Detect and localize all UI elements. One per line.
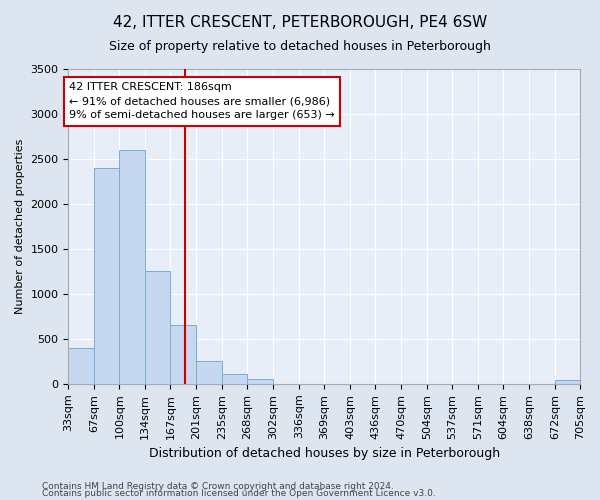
Bar [119,150,145,384]
Bar [68,348,94,384]
Text: 42, ITTER CRESCENT, PETERBOROUGH, PE4 6SW: 42, ITTER CRESCENT, PETERBOROUGH, PE4 6S… [113,15,487,30]
Bar [170,326,196,384]
Bar [94,168,119,384]
Text: 42 ITTER CRESCENT: 186sqm
← 91% of detached houses are smaller (6,986)
9% of sem: 42 ITTER CRESCENT: 186sqm ← 91% of detac… [69,82,335,120]
Text: Contains HM Land Registry data © Crown copyright and database right 2024.: Contains HM Land Registry data © Crown c… [42,482,394,491]
Text: Size of property relative to detached houses in Peterborough: Size of property relative to detached ho… [109,40,491,53]
X-axis label: Distribution of detached houses by size in Peterborough: Distribution of detached houses by size … [149,447,500,460]
Bar [196,360,222,384]
Bar [145,272,170,384]
Y-axis label: Number of detached properties: Number of detached properties [15,139,25,314]
Text: Contains public sector information licensed under the Open Government Licence v3: Contains public sector information licen… [42,489,436,498]
Bar [555,380,580,384]
Bar [247,378,273,384]
Bar [222,374,247,384]
